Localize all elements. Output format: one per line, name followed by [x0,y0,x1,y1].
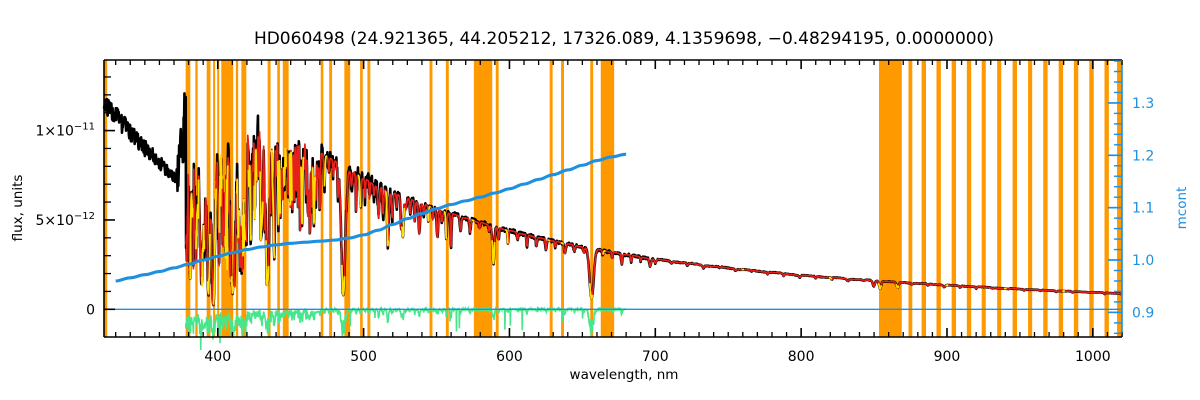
highlight-segment [340,264,346,296]
highlight-segment [895,283,900,289]
mask-band [966,60,972,337]
y-tick-label-right: 0.9 [1132,305,1154,321]
mask-band [1043,60,1048,337]
highlight-segment [206,233,212,295]
plot-title: HD060498 (24.921365, 44.205212, 17326.08… [254,29,994,49]
highlight-segment [357,174,362,208]
highlight-segment [311,167,317,224]
x-tick-label: 600 [496,349,523,365]
mask-band [1104,60,1109,337]
highlight-segments-group [189,147,1065,305]
highlight-segment [323,155,328,187]
highlight-segment [588,283,594,300]
mask-band [1089,60,1094,337]
mask-band [1012,60,1017,337]
highlight-segment [547,239,551,242]
y-axis-label-left: flux, units [10,175,26,242]
highlight-segment [247,164,252,241]
highlight-segment [212,188,217,305]
highlight-segment [200,224,206,287]
highlight-segment [189,193,194,280]
x-tick-label: 700 [642,349,669,365]
x-tick-label: 500 [350,349,377,365]
mask-band [206,60,211,337]
mask-band [921,60,926,337]
x-axis-label: wavelength, nm [570,367,679,383]
mask-band [997,60,1002,337]
x-axis-ticks: 400 500 600 700 800 900 1000 [115,60,1123,365]
highlight-segment [235,179,241,239]
mask-band [600,60,615,337]
highlight-segment [259,171,264,241]
x-tick-label: 400 [204,349,231,365]
highlight-segment [288,151,293,206]
highlight-segment [265,240,270,288]
mask-band [329,60,333,337]
y-tick-label: 0 [86,302,95,318]
mask-band [549,60,553,337]
highlight-segment [443,210,448,240]
highlight-segment [218,154,223,233]
mask-band [879,60,902,337]
highlight-segment [241,198,247,257]
mask-band [473,60,493,337]
highlight-segment [253,149,258,220]
y-axis-ticks-left: 05×10−121×10−11 [35,76,115,318]
mask-band [561,60,564,337]
highlight-segment [427,205,431,222]
continuum-trace [115,152,627,283]
mask-band [1028,60,1033,337]
y-tick-label-right: 1.3 [1132,96,1154,112]
plot-frame [103,59,1123,338]
highlight-segment [471,219,475,222]
mask-band [1117,60,1122,337]
mask-band [104,60,108,337]
mask-band [951,60,957,337]
mask-band [1058,60,1064,337]
highlight-segment [224,165,229,271]
mask-band [936,60,941,337]
highlight-segment [270,149,276,259]
model-spectrum-trace [184,131,1123,306]
x-tick-label: 1000 [1075,349,1111,365]
mask-band [282,60,289,337]
highlight-segment [877,282,883,290]
highlight-segment [276,160,282,225]
x-tick-label: 900 [934,349,961,365]
mask-band [981,60,986,337]
highlight-segment [282,147,287,188]
x-tick-label: 800 [788,349,815,365]
axes-group: 400 500 600 700 800 900 1000 05×10−121×10−11 0… [35,59,1154,365]
y-axis-label-right: mcont [1174,187,1190,230]
highlight-segment [384,190,390,247]
mask-band [1073,60,1079,337]
y-tick-label-right: 1.1 [1132,201,1154,217]
mask-band [320,60,324,337]
highlight-segment [491,240,496,265]
highlight-segment [195,179,200,250]
highlight-segment [230,276,235,294]
highlight-segment [560,241,565,245]
mask-band [590,60,594,337]
y-tick-label-right: 1.0 [1132,253,1154,269]
y-axis-ticks-right: 0.9 1.0 1.1 1.2 1.3 [1108,60,1154,335]
highlight-segment [504,229,509,244]
axis-labels-group: wavelength, nm flux, units mcont [10,175,1190,383]
mask-band [495,60,499,337]
series-group [102,92,1123,350]
mask-band [429,60,433,337]
mask-band [445,60,449,337]
highlight-segment [829,276,833,280]
mask-band [908,60,913,337]
mask-band [213,60,216,337]
y-tick-label-right: 1.2 [1132,148,1154,164]
highlight-segment [602,249,606,255]
highlight-segment [300,157,305,224]
